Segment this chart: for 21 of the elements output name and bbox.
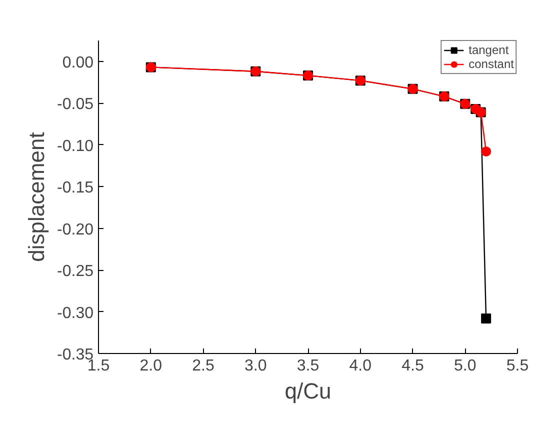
x-tick-label: 3.0	[244, 358, 267, 374]
x-axis-title: q/Cu	[284, 378, 332, 404]
point	[481, 146, 492, 156]
x-tick-label: 4.0	[349, 358, 372, 374]
y-tick-label: 0.00	[62, 54, 94, 72]
x-tick-label: 5.5	[506, 358, 529, 374]
y-tick-label: -0.05	[57, 96, 94, 114]
y-tick-label: -0.25	[57, 263, 94, 280]
x-tick-label: 3.5	[296, 358, 320, 374]
x-tick-label: 2.5	[192, 358, 214, 374]
y-tick-label: -0.10	[57, 138, 94, 155]
x-tick-label: 4.5	[402, 358, 424, 374]
point	[481, 313, 492, 324]
legend-label: constant	[468, 57, 514, 71]
y-tick-label: -0.30	[57, 304, 94, 322]
legend-label: tangent	[468, 43, 509, 57]
x-tick-label: 5.0	[454, 358, 476, 374]
y-tick-label: -0.15	[57, 180, 94, 197]
x-tick-label: 2.0	[140, 358, 162, 374]
y-axis-title: displacement	[24, 132, 50, 262]
y-tick-label: -0.20	[57, 221, 94, 238]
